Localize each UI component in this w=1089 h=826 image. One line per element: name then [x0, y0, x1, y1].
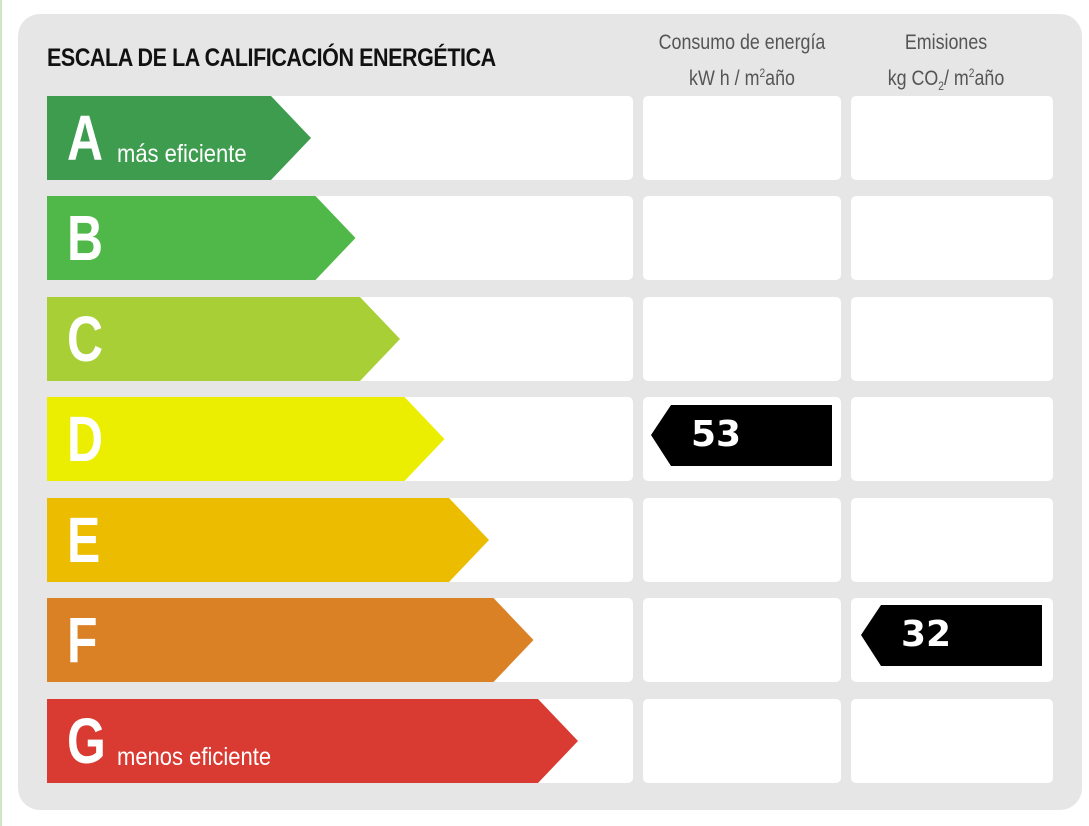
consumo-cell: [643, 699, 841, 783]
consumo-cell: [643, 498, 841, 582]
emisiones-cell: [851, 397, 1053, 481]
rating-arrow-c: C: [47, 297, 400, 381]
rating-letter: G: [67, 705, 106, 777]
emisiones-cell: [851, 297, 1053, 381]
consumo-header-unit: kW h / m2año: [689, 66, 795, 90]
emisiones-indicator: 32: [861, 605, 1042, 666]
label-title: ESCALA DE LA CALIFICACIÓN ENERGÉTICA: [47, 44, 496, 72]
consumo-cell: [643, 196, 841, 280]
rating-letter: E: [67, 504, 101, 576]
consumo-cell: [643, 96, 841, 180]
emisiones-value: 32: [901, 614, 952, 655]
rating-arrow-d: D: [47, 397, 445, 481]
emisiones-cell: [851, 196, 1053, 280]
rating-letter: A: [67, 102, 104, 174]
rating-arrow-b: B: [47, 196, 356, 280]
rating-letter: B: [67, 202, 104, 274]
emisiones-cell: [851, 699, 1053, 783]
consumo-cell: [643, 297, 841, 381]
page-edge: [0, 0, 2, 826]
consumo-header-line1: Consumo de energía: [658, 31, 826, 54]
consumo-value: 53: [691, 414, 742, 455]
consumo-indicator: 53: [651, 405, 832, 466]
rating-arrow-g: G menos eficiente: [47, 699, 578, 783]
rating-letter: C: [67, 303, 104, 375]
emisiones-cell: [851, 498, 1053, 582]
rating-arrow-a: A más eficiente: [47, 96, 311, 180]
emisiones-header-unit: kg CO2/ m2año: [887, 66, 1005, 94]
rating-arrow-e: E: [47, 498, 489, 582]
rating-letter: F: [67, 604, 98, 676]
rating-sublabel: más eficiente: [117, 140, 247, 168]
emisiones-cell: [851, 96, 1053, 180]
emisiones-header: Emisiones kg CO2/ m2año: [861, 28, 1031, 101]
rating-arrow-f: F: [47, 598, 534, 682]
consumo-cell: [643, 598, 841, 682]
consumo-header: Consumo de energía kW h / m2año: [657, 28, 827, 94]
rating-letter: D: [67, 403, 104, 475]
emisiones-header-line1: Emisiones: [904, 31, 988, 54]
rating-sublabel: menos eficiente: [117, 743, 272, 771]
